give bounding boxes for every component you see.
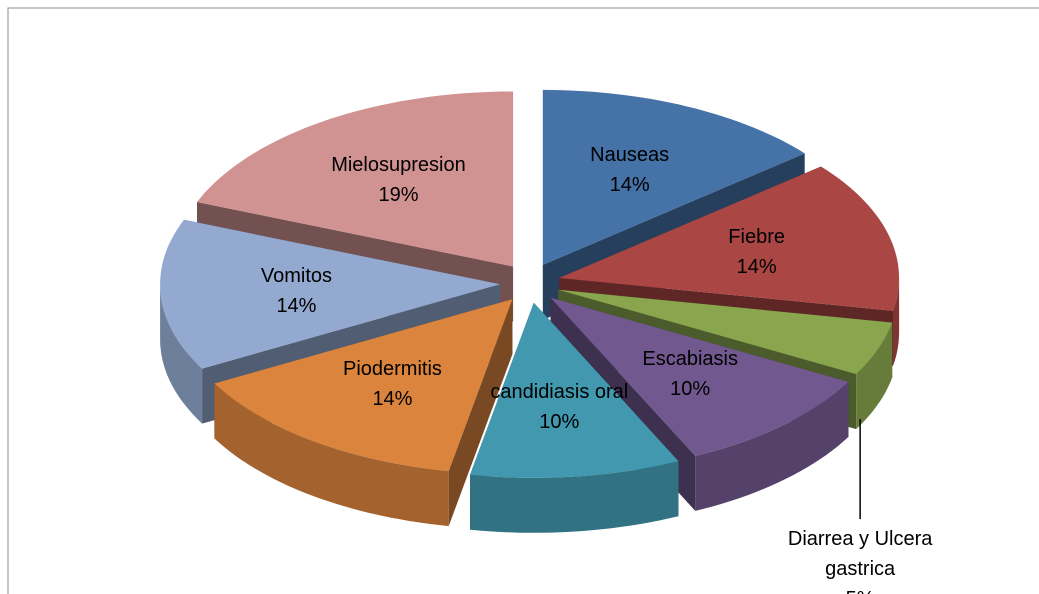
label-category: Fiebre bbox=[728, 225, 785, 248]
label-category: Mielosupresion bbox=[331, 153, 466, 176]
label-category: candidiasis oral bbox=[490, 381, 629, 403]
chart-frame bbox=[7, 7, 1039, 594]
label-category: Piodermitis bbox=[342, 358, 442, 381]
data-label: Nauseas 14% bbox=[535, 140, 725, 200]
label-value: 19% bbox=[378, 183, 419, 206]
data-label: candidiasis oral 10% bbox=[464, 377, 654, 437]
slice bbox=[550, 297, 849, 456]
slice bbox=[558, 289, 893, 375]
label-value: 5% bbox=[775, 584, 945, 594]
data-label: Fiebre 14% bbox=[662, 222, 852, 282]
slice bbox=[470, 302, 679, 478]
label-value: 10% bbox=[539, 411, 580, 433]
label-value: 14% bbox=[609, 173, 650, 196]
label-value: 14% bbox=[276, 294, 317, 317]
label-category: Escabiasis bbox=[642, 348, 738, 371]
slice-wall bbox=[214, 383, 449, 527]
slice-wall bbox=[470, 461, 679, 533]
slice bbox=[197, 91, 514, 267]
label-category: Diarrea y Ulcera gastrica bbox=[787, 528, 933, 581]
slice-wall bbox=[695, 381, 849, 511]
slice bbox=[542, 89, 805, 265]
slice-wall bbox=[856, 322, 893, 430]
slice bbox=[160, 219, 501, 369]
slice bbox=[559, 166, 899, 311]
label-value: 14% bbox=[736, 255, 777, 278]
data-label: Piodermitis 14% bbox=[297, 354, 487, 414]
slice bbox=[214, 299, 513, 472]
data-label: Mielosupresion 19% bbox=[303, 150, 493, 210]
slice-wall bbox=[160, 284, 203, 424]
slice-wall bbox=[893, 278, 900, 366]
data-label: Escabiasis 10% bbox=[595, 344, 785, 404]
label-category: Nauseas bbox=[590, 143, 670, 166]
label-value: 10% bbox=[670, 378, 711, 401]
label-value: 14% bbox=[372, 388, 413, 411]
data-label: Vomitos 14% bbox=[201, 261, 391, 321]
data-label: Diarrea y Ulcera gastrica 5% bbox=[775, 524, 945, 594]
label-category: Vomitos bbox=[260, 264, 333, 287]
